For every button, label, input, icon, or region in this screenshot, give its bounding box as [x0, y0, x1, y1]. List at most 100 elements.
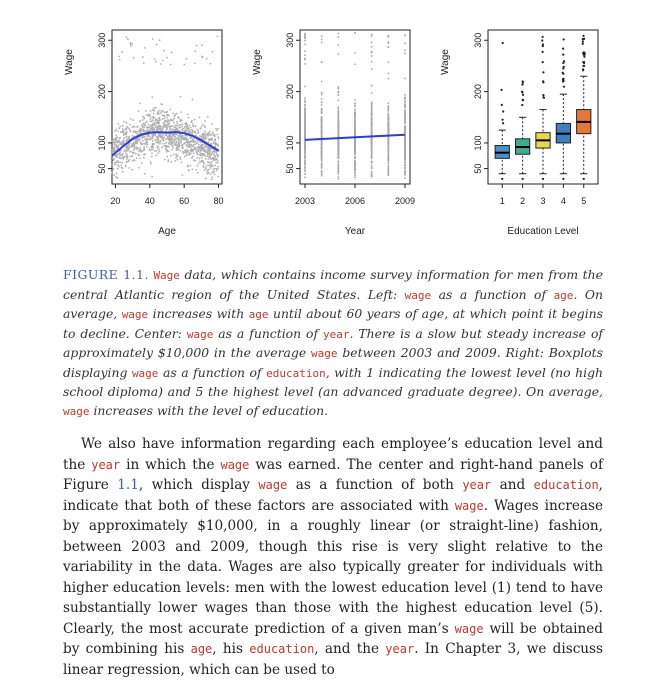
data-point — [370, 127, 373, 130]
data-point — [125, 140, 128, 143]
data-point — [144, 138, 147, 140]
data-point — [370, 55, 373, 57]
data-point — [112, 151, 115, 153]
data-point — [151, 152, 153, 155]
code-term: Wage — [153, 269, 180, 282]
data-point — [205, 164, 208, 167]
x-tick-label: 2009 — [395, 196, 415, 206]
x-axis-title: Education Level — [507, 226, 578, 237]
data-point — [212, 150, 214, 153]
data-point — [320, 101, 323, 104]
data-point — [215, 150, 218, 153]
x-tick-label: 2003 — [295, 196, 315, 206]
data-point — [183, 138, 186, 141]
figure-svg: 50 100 200 300 Wage Age 50 100 200 300 Wage Year 50 1… — [64, 29, 599, 237]
data-point — [190, 143, 193, 146]
outlier-point — [582, 61, 586, 65]
x-tick-label: 2006 — [345, 196, 365, 206]
data-point — [320, 97, 323, 100]
data-point — [138, 139, 141, 142]
data-point — [199, 127, 202, 130]
data-point — [337, 120, 340, 123]
data-point — [188, 130, 191, 132]
data-point — [387, 123, 390, 126]
data-point — [370, 164, 373, 167]
text-run: increases with the level of education. — [89, 402, 329, 418]
data-point — [170, 138, 173, 141]
y-tick-label: 100 — [97, 135, 107, 150]
figure-ref-link[interactable]: 1.1 — [117, 477, 139, 493]
data-point — [175, 133, 178, 136]
data-point — [166, 155, 169, 158]
data-point — [387, 150, 390, 153]
data-point — [404, 96, 406, 99]
data-point — [213, 133, 216, 136]
data-point — [188, 144, 191, 147]
data-point — [337, 87, 340, 90]
data-point — [404, 171, 406, 174]
data-point — [206, 169, 209, 171]
data-point — [147, 138, 149, 141]
data-point — [175, 144, 177, 147]
data-point — [184, 122, 187, 125]
data-point — [337, 152, 340, 154]
data-point — [126, 155, 129, 158]
data-point — [370, 104, 373, 107]
data-point — [157, 141, 160, 143]
data-point — [320, 157, 323, 160]
data-point — [193, 62, 196, 65]
data-point — [387, 41, 390, 43]
data-point — [216, 143, 219, 146]
data-point — [304, 176, 306, 179]
data-point — [116, 176, 119, 179]
data-point — [165, 144, 167, 147]
data-point — [370, 137, 373, 140]
data-point — [161, 118, 164, 120]
data-point — [121, 141, 124, 144]
data-point — [354, 142, 356, 145]
data-point — [151, 128, 154, 131]
data-point — [154, 60, 157, 63]
data-point — [139, 142, 142, 145]
data-point — [370, 113, 373, 116]
data-point — [354, 168, 356, 171]
data-point — [165, 138, 168, 141]
data-point — [155, 149, 158, 152]
text-run: , indicate that both of these factors ar… — [63, 477, 603, 514]
data-point — [167, 150, 170, 153]
data-point — [320, 132, 323, 134]
data-point — [337, 145, 340, 147]
data-point — [123, 150, 126, 153]
data-point — [116, 141, 119, 144]
data-point — [209, 163, 212, 166]
data-point — [126, 138, 129, 140]
data-point — [404, 49, 406, 51]
data-point — [404, 140, 406, 143]
data-point — [131, 126, 134, 129]
data-point — [216, 35, 219, 38]
data-point — [189, 131, 192, 134]
data-point — [122, 156, 124, 159]
data-point — [157, 152, 159, 155]
data-point — [124, 132, 127, 135]
data-point — [194, 159, 196, 162]
data-point — [165, 130, 168, 132]
data-point — [119, 131, 122, 133]
data-point — [173, 121, 175, 124]
data-point — [208, 151, 211, 154]
data-point — [127, 160, 130, 163]
data-point — [213, 135, 216, 138]
data-point — [149, 129, 152, 131]
data-point — [174, 126, 176, 129]
body-paragraph: We also have information regarding each … — [63, 434, 603, 680]
data-point — [207, 161, 210, 164]
data-point — [136, 126, 139, 128]
data-point — [167, 113, 169, 116]
data-point — [190, 139, 192, 142]
data-point — [214, 145, 217, 148]
data-point — [320, 115, 323, 118]
data-point — [118, 156, 121, 159]
data-point — [118, 127, 121, 130]
data-point — [179, 136, 182, 139]
data-point — [156, 147, 159, 149]
